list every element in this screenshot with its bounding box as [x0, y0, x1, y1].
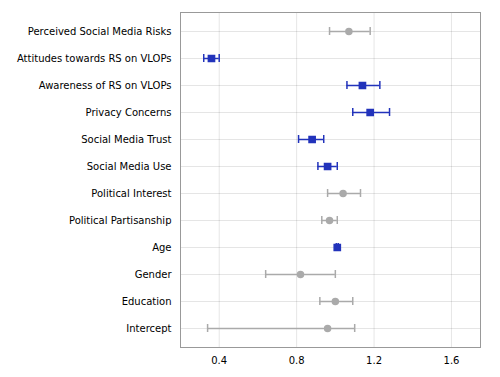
svg-text:Privacy Concerns: Privacy Concerns [86, 107, 172, 118]
svg-text:Attitudes towards RS on VLOPs: Attitudes towards RS on VLOPs [17, 53, 172, 64]
svg-text:Political Interest: Political Interest [91, 188, 171, 199]
svg-text:Social Media Use: Social Media Use [87, 161, 172, 172]
svg-text:Social Media Trust: Social Media Trust [81, 134, 171, 145]
svg-text:Gender: Gender [135, 269, 173, 280]
svg-text:Education: Education [122, 296, 172, 307]
svg-text:Perceived Social Media Risks: Perceived Social Media Risks [28, 26, 172, 37]
svg-text:Age: Age [152, 242, 171, 253]
svg-text:0.4: 0.4 [211, 355, 227, 366]
svg-text:Political Partisanship: Political Partisanship [69, 215, 172, 226]
svg-text:Awareness of RS on VLOPs: Awareness of RS on VLOPs [39, 80, 172, 91]
svg-text:0.8: 0.8 [289, 355, 305, 366]
svg-text:Intercept: Intercept [126, 323, 171, 334]
svg-text:1.2: 1.2 [366, 355, 382, 366]
svg-text:1.6: 1.6 [444, 355, 460, 366]
